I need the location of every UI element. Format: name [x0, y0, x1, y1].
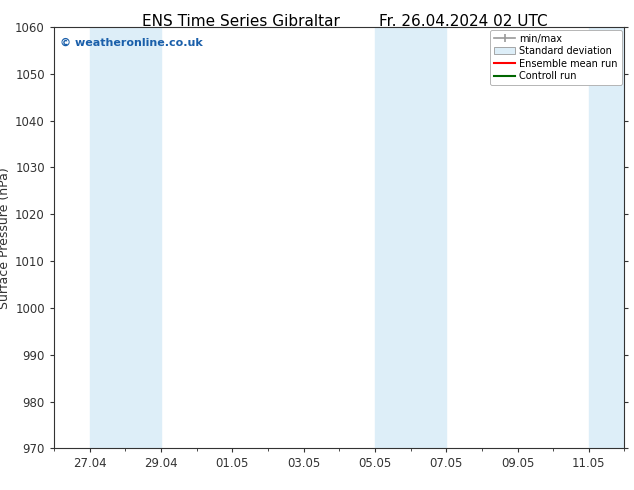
Bar	[375, 27, 446, 448]
Bar	[89, 27, 161, 448]
Text: ENS Time Series Gibraltar: ENS Time Series Gibraltar	[142, 14, 340, 29]
Legend: min/max, Standard deviation, Ensemble mean run, Controll run: min/max, Standard deviation, Ensemble me…	[490, 30, 621, 85]
Y-axis label: Surface Pressure (hPa): Surface Pressure (hPa)	[0, 167, 11, 309]
Text: © weatheronline.co.uk: © weatheronline.co.uk	[60, 38, 202, 48]
Bar	[589, 27, 624, 448]
Text: Fr. 26.04.2024 02 UTC: Fr. 26.04.2024 02 UTC	[378, 14, 547, 29]
